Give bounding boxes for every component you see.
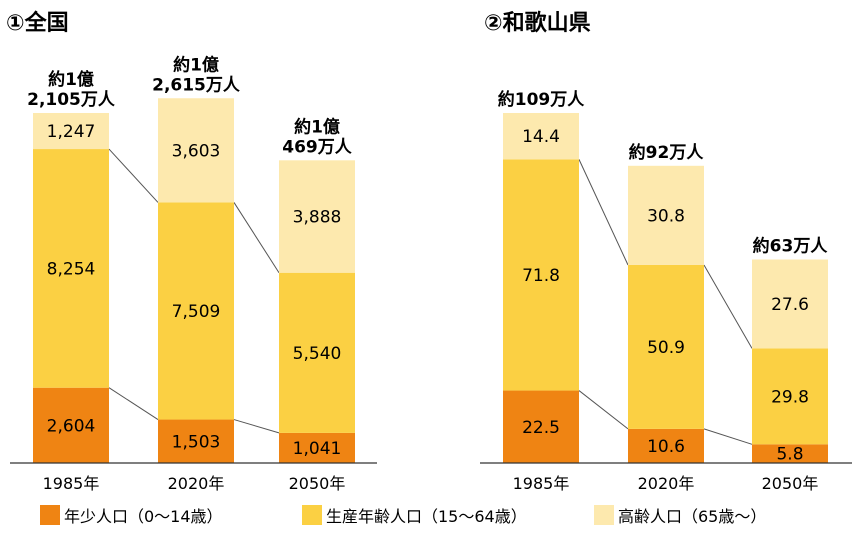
x-tick-label: 2050年 [289, 474, 346, 493]
chart-panel-1: ①全国2,6048,2541,247約1億2,105万人1985年1,5037,… [6, 10, 377, 493]
x-tick-label: 1985年 [513, 474, 570, 493]
total-label: 約1億 [48, 69, 94, 90]
data-label-youth: 10.6 [647, 437, 685, 457]
legend-label: 生産年齢人口（15～64歳） [326, 507, 527, 526]
data-label-elderly: 14.4 [522, 127, 560, 147]
bar-segment-youth [158, 419, 234, 463]
bar-segment-elderly [158, 98, 234, 203]
total-label: 約63万人 [753, 236, 829, 257]
data-label-working: 8,254 [47, 259, 96, 279]
bar-segment-youth [628, 428, 704, 463]
bar-segment-elderly [628, 165, 704, 265]
data-label-elderly: 3,603 [172, 141, 221, 161]
bar-segment-youth [503, 390, 579, 463]
bar-segment-youth [33, 387, 109, 463]
bar-segment-working [628, 264, 704, 429]
data-label-working: 5,540 [293, 344, 342, 364]
legend-item-working: 生産年齢人口（15～64歳） [302, 505, 527, 526]
chart-title: ②和歌山県 [484, 10, 591, 36]
total-label: 469万人 [282, 137, 352, 157]
chart-panel-2: ②和歌山県 22.5 71.8 14.4 約109万人 1985年 10.6 50.9 30.8… [480, 10, 852, 493]
legend-swatch [594, 505, 614, 525]
bar-segment-working [752, 348, 828, 445]
total-label: 2,615万人 [152, 75, 241, 95]
x-tick-label: 2020年 [638, 474, 695, 493]
bar-segment-youth [279, 432, 355, 463]
bar-segment-working [503, 159, 579, 391]
bar-segment-elderly [279, 160, 355, 273]
data-label-youth: 5.8 [776, 445, 803, 465]
bar-segment-working [33, 149, 109, 388]
legend-label: 年少人口（0～14歳） [64, 507, 223, 526]
bar-segment-working [279, 272, 355, 433]
data-label-youth: 22.5 [522, 418, 560, 438]
connector-line [703, 264, 753, 349]
chart-title: ①全国 [6, 10, 69, 36]
bar-segment-elderly [752, 259, 828, 349]
bar-segment-elderly [503, 113, 579, 160]
data-label-elderly: 30.8 [647, 206, 685, 226]
connector-line [578, 159, 629, 266]
connector-line [108, 148, 159, 203]
data-label-elderly: 27.6 [771, 295, 809, 315]
total-label: 2,105万人 [27, 90, 116, 110]
bar-segment-working [158, 202, 234, 420]
connector-lines [578, 159, 753, 445]
connector-line [578, 390, 629, 430]
legend-item-youth: 年少人口（0～14歳） [40, 505, 223, 526]
legend-swatch [302, 505, 322, 525]
total-label: 約1億 [173, 54, 219, 75]
connector-lines [108, 148, 280, 434]
x-tick-label: 1985年 [43, 474, 100, 493]
total-label: 約92万人 [629, 142, 705, 163]
legend-swatch [40, 505, 60, 525]
data-label-elderly: 3,888 [293, 208, 342, 228]
bar-segment-youth [752, 444, 828, 463]
connector-line [703, 428, 753, 445]
total-label: 約109万人 [498, 89, 585, 110]
connector-line [108, 387, 159, 420]
x-tick-label: 2050年 [762, 474, 819, 493]
total-label: 約1億 [294, 116, 340, 137]
legend: 年少人口（0～14歳） 生産年齢人口（15～64歳） 高齢人口（65歳～） [40, 505, 766, 526]
data-label-working: 50.9 [647, 338, 685, 358]
bar-segment-elderly [33, 113, 109, 150]
data-label-youth: 1,041 [293, 439, 342, 459]
legend-label: 高齢人口（65歳～） [618, 507, 766, 526]
data-label-youth: 2,604 [47, 416, 96, 436]
data-label-working: 29.8 [771, 387, 809, 407]
connector-line [233, 202, 280, 273]
data-label-youth: 1,503 [172, 432, 221, 452]
connector-line [233, 419, 280, 434]
data-label-working: 7,509 [172, 302, 221, 322]
data-label-elderly: 1,247 [47, 122, 96, 142]
legend-item-elderly: 高齢人口（65歳～） [594, 505, 766, 526]
x-tick-label: 2020年 [168, 474, 225, 493]
data-label-working: 71.8 [522, 266, 560, 286]
